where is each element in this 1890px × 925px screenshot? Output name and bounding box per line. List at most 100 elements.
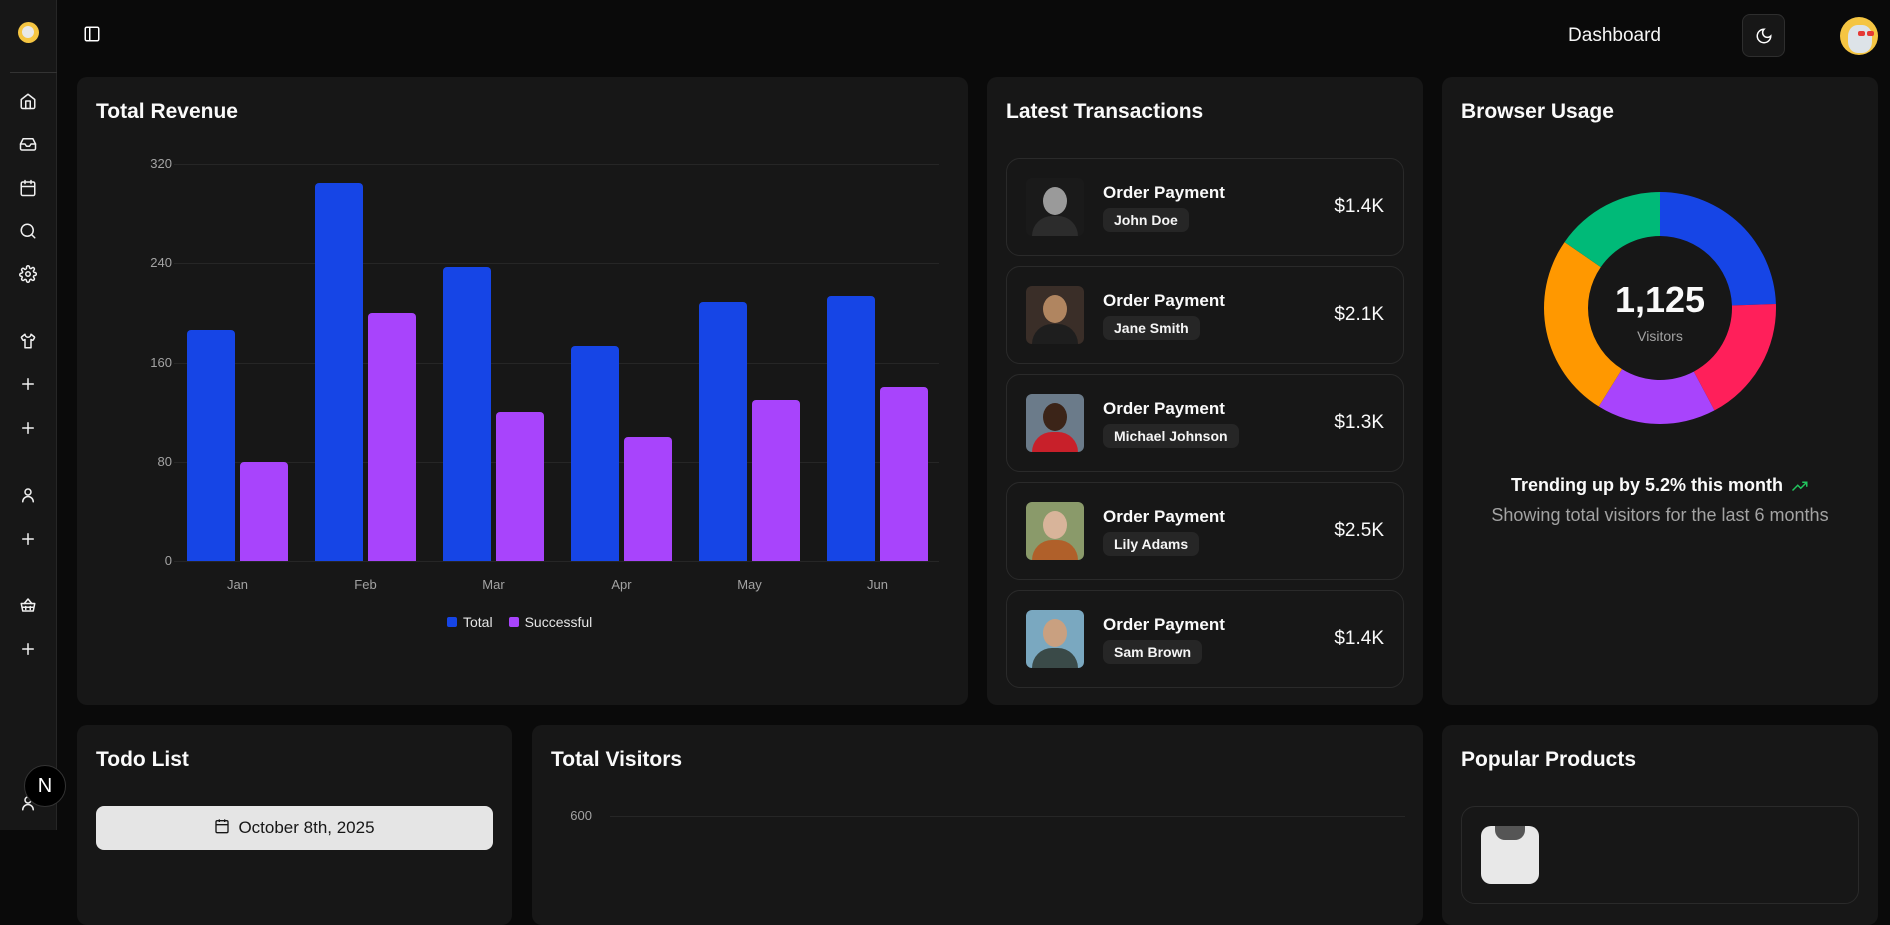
- gridline: [174, 461, 939, 463]
- transaction-row[interactable]: Order Payment Michael Johnson $1.3K: [1006, 374, 1404, 472]
- sidebar-add-button[interactable]: [17, 373, 39, 395]
- donut-slice[interactable]: [1544, 242, 1623, 407]
- bar-total-jun[interactable]: [827, 295, 875, 561]
- search-icon: [20, 223, 36, 239]
- legend-item-successful[interactable]: Successful: [508, 614, 592, 630]
- sidebar-item-users[interactable]: [17, 484, 39, 506]
- todo-list-card: Todo List October 8th, 2025: [77, 725, 512, 925]
- customer-name-badge: John Doe: [1103, 208, 1189, 232]
- x-axis-tick: Jan: [227, 577, 248, 592]
- framework-badge[interactable]: N: [24, 765, 66, 807]
- y-axis-tick: 0: [164, 553, 172, 568]
- moon-icon: [1756, 27, 1772, 43]
- bar-successful-may[interactable]: [752, 399, 800, 561]
- visitor-label: Visitors: [1637, 328, 1683, 344]
- app-logo[interactable]: [18, 22, 39, 43]
- gridline: [174, 263, 939, 265]
- customer-photo: [1026, 178, 1084, 236]
- sidebar-add-button[interactable]: [17, 638, 39, 660]
- page-title: Dashboard: [1568, 25, 1661, 46]
- customer-name-badge: Sam Brown: [1103, 640, 1203, 664]
- sidebar-toggle-button[interactable]: [83, 25, 103, 45]
- card-title: Total Visitors: [551, 748, 683, 771]
- gridline: [174, 362, 939, 364]
- inbox-icon: [19, 138, 37, 151]
- product-row[interactable]: [1461, 806, 1859, 904]
- donut-slice[interactable]: [1598, 369, 1715, 424]
- y-axis-tick: 80: [157, 453, 172, 469]
- bar-total-mar[interactable]: [443, 266, 491, 561]
- date-picker-button[interactable]: October 8th, 2025: [96, 806, 493, 850]
- donut-slice[interactable]: [1564, 192, 1660, 268]
- panel-left-icon: [84, 26, 100, 42]
- x-axis-tick: Feb: [354, 577, 377, 592]
- customer-photo: [1026, 394, 1084, 452]
- bar-successful-feb[interactable]: [368, 312, 416, 561]
- x-axis-tick: Apr: [611, 577, 632, 592]
- trending-up-icon: [1791, 481, 1808, 492]
- trend-text: Trending up by 5.2% this month: [1442, 475, 1878, 496]
- topbar: Dashboard: [57, 0, 1890, 70]
- gear-icon: [19, 265, 37, 283]
- bar-successful-mar[interactable]: [496, 412, 544, 561]
- transaction-row[interactable]: Order Payment Lily Adams $2.5K: [1006, 482, 1404, 580]
- bar-successful-jan[interactable]: [240, 461, 288, 561]
- y-axis-tick: 160: [150, 354, 172, 370]
- transaction-amount: $1.4K: [1334, 628, 1384, 649]
- sidebar-divider: [10, 72, 57, 73]
- bar-total-feb[interactable]: [315, 182, 363, 561]
- gridline: [174, 164, 939, 165]
- customer-photo: [1026, 286, 1084, 344]
- transaction-row[interactable]: Order Payment John Doe $1.4K: [1006, 158, 1404, 256]
- transaction-amount: $1.3K: [1334, 412, 1384, 433]
- sidebar-add-button[interactable]: [17, 417, 39, 439]
- card-title: Total Revenue: [96, 100, 238, 123]
- transaction-amount: $1.4K: [1334, 196, 1384, 217]
- basket-icon: [20, 598, 36, 612]
- legend-item-total[interactable]: Total: [447, 614, 493, 630]
- sidebar-item-products[interactable]: [17, 330, 39, 352]
- product-image: [1481, 826, 1539, 884]
- bar-total-may[interactable]: [699, 301, 747, 561]
- shirt-icon: [20, 333, 36, 349]
- y-axis-tick: 240: [150, 255, 172, 271]
- x-axis-tick: Mar: [482, 577, 505, 592]
- transaction-row[interactable]: Order Payment Jane Smith $2.1K: [1006, 266, 1404, 364]
- sidebar-item-settings[interactable]: [17, 263, 39, 285]
- sidebar-item-orders[interactable]: [17, 594, 39, 616]
- popular-products-card: Popular Products: [1442, 725, 1878, 925]
- sidebar-item-inbox[interactable]: [17, 133, 39, 155]
- customer-name-badge: Jane Smith: [1103, 316, 1200, 340]
- bar-successful-apr[interactable]: [624, 436, 672, 561]
- plus-icon: [22, 378, 34, 390]
- calendar-icon: [20, 179, 36, 197]
- bar-total-jan[interactable]: [187, 330, 235, 561]
- gridline: [174, 561, 939, 562]
- total-revenue-card: Total Revenue 0 80 160 240 320 Jan Feb Mar Apr Ma…: [77, 77, 968, 705]
- transaction-amount: $2.1K: [1334, 304, 1384, 325]
- theme-toggle-button[interactable]: [1742, 14, 1785, 57]
- plus-icon: [22, 533, 34, 545]
- card-title: Latest Transactions: [1006, 100, 1204, 123]
- donut-slice[interactable]: [1693, 303, 1776, 411]
- sidebar-add-button[interactable]: [17, 528, 39, 550]
- plus-icon: [22, 643, 34, 655]
- browser-usage-card: Browser Usage 1,125 Visitors Trending up…: [1442, 77, 1878, 705]
- bar-total-apr[interactable]: [571, 346, 619, 561]
- home-icon: [20, 93, 36, 110]
- card-title: Browser Usage: [1461, 100, 1614, 123]
- total-visitors-card: Total Visitors 600: [532, 725, 1423, 925]
- plus-icon: [22, 422, 34, 434]
- transaction-row[interactable]: Order Payment Sam Brown $1.4K: [1006, 590, 1404, 688]
- sidebar-item-calendar[interactable]: [17, 177, 39, 199]
- user-avatar[interactable]: [1840, 17, 1878, 55]
- bar-successful-jun[interactable]: [880, 387, 928, 561]
- customer-photo: [1026, 610, 1084, 668]
- sidebar-item-search[interactable]: [17, 220, 39, 242]
- chart-legend: Total Successful: [447, 614, 592, 630]
- latest-transactions-card: Latest Transactions Order Payment John D…: [987, 77, 1423, 705]
- trend-subtitle: Showing total visitors for the last 6 mo…: [1491, 505, 1829, 525]
- donut-slice[interactable]: [1660, 192, 1776, 306]
- calendar-icon: [215, 819, 230, 834]
- sidebar-item-home[interactable]: [17, 90, 39, 112]
